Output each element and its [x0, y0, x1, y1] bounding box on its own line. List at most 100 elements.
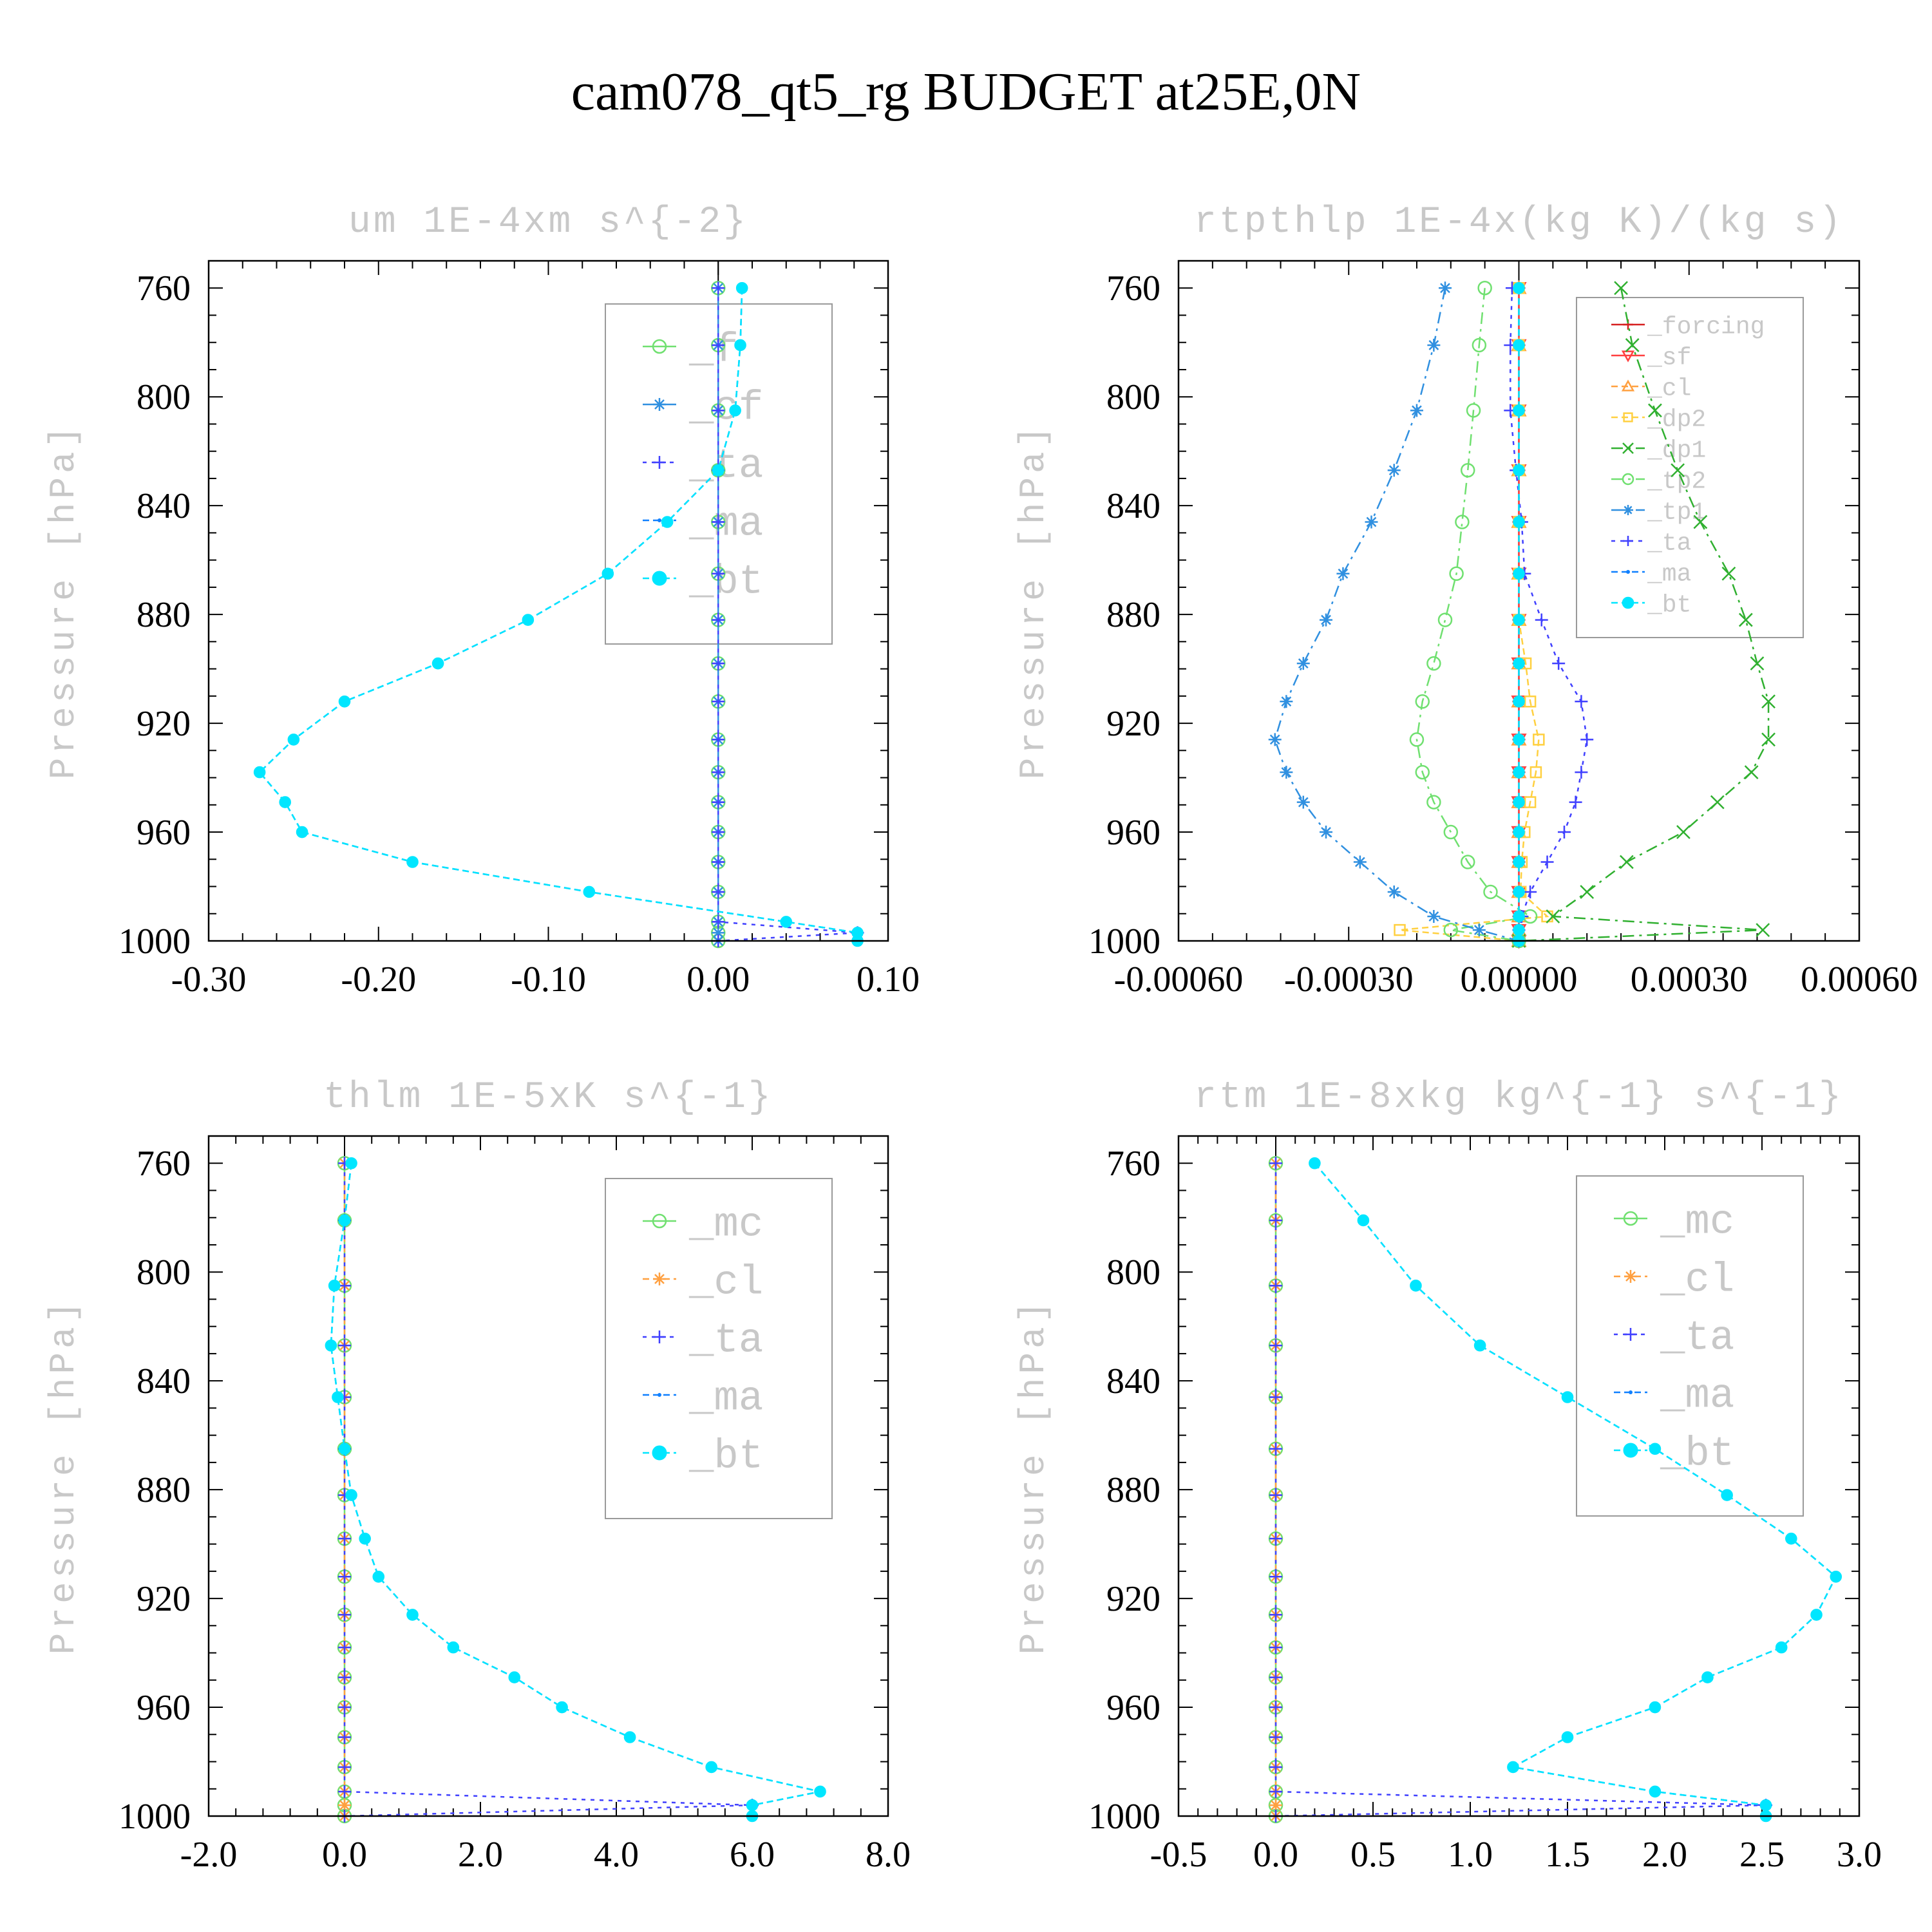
data-point	[338, 1730, 351, 1744]
series-bt	[1309, 1157, 1842, 1823]
legend-marker	[658, 1393, 661, 1397]
x-tick-label: -2.0	[180, 1835, 238, 1875]
data-point	[1561, 1731, 1574, 1743]
data-point	[1750, 656, 1765, 671]
series-ta	[712, 281, 864, 947]
data-point	[338, 1608, 351, 1622]
series-line	[1416, 288, 1533, 942]
legend-label: _cl	[688, 1260, 763, 1306]
data-point	[705, 1761, 717, 1774]
data-point	[1546, 909, 1560, 923]
data-point	[1483, 884, 1498, 900]
data-point	[338, 1760, 351, 1774]
panel-title: rtm 1E-8xkg kg^{-1} s^{-1}	[1194, 1077, 1844, 1119]
data-point	[1296, 795, 1310, 809]
data-point	[1269, 1641, 1282, 1654]
y-tick-label: 880	[1106, 1470, 1160, 1510]
x-tick-label: 0.0	[322, 1835, 367, 1875]
data-point	[661, 516, 674, 528]
data-point	[1427, 338, 1441, 352]
y-tick-label: 800	[137, 1253, 191, 1293]
data-point	[1830, 1570, 1842, 1583]
data-point	[1427, 909, 1441, 923]
data-point	[1269, 1488, 1282, 1502]
legend-label: _cl	[1660, 1257, 1734, 1303]
data-point	[1759, 1799, 1772, 1812]
data-point	[1671, 463, 1685, 478]
data-point	[1320, 613, 1333, 627]
data-point	[814, 1785, 826, 1798]
data-point	[1693, 515, 1708, 529]
data-point	[712, 915, 725, 929]
data-point	[1513, 923, 1525, 936]
y-tick-label: 840	[137, 486, 191, 526]
data-point	[780, 916, 793, 928]
data-point	[1513, 614, 1525, 626]
legend-marker	[1624, 1328, 1637, 1341]
data-point	[1426, 795, 1441, 810]
data-point	[338, 1214, 351, 1227]
data-point	[1513, 464, 1525, 477]
data-point	[1580, 733, 1594, 746]
series-bt	[325, 1157, 826, 1823]
data-point	[1701, 1671, 1714, 1683]
legend-marker	[1623, 505, 1633, 515]
legend: _mc _cl _ta _ma _bt	[1576, 1175, 1804, 1517]
y-tick-label: 920	[137, 704, 191, 744]
x-tick-label: -0.30	[171, 960, 247, 999]
y-tick-label: 960	[1106, 813, 1160, 853]
legend-label: _ma	[1647, 560, 1691, 588]
legend-label: _forcing	[1647, 313, 1765, 341]
legend-marker	[1622, 473, 1634, 486]
data-point	[338, 695, 351, 708]
data-point	[1524, 796, 1537, 808]
y-axis-label: Pressure [hPa]	[43, 422, 84, 779]
legend-marker	[1623, 1443, 1638, 1458]
plot-frame	[207, 1135, 889, 1817]
x-tick-label: 1.5	[1545, 1835, 1590, 1875]
legend-marker	[1623, 536, 1633, 546]
data-point	[1524, 885, 1537, 898]
series-bt	[1513, 281, 1525, 947]
y-axis-label: Pressure [hPa]	[1013, 1298, 1054, 1654]
data-point	[1569, 795, 1582, 809]
data-point	[508, 1671, 521, 1683]
series-bt	[253, 281, 864, 947]
data-point	[1619, 855, 1634, 869]
series-ta	[1269, 1157, 1773, 1823]
data-point	[1466, 403, 1481, 418]
data-point	[431, 657, 444, 670]
data-point	[712, 404, 725, 417]
data-point	[712, 515, 725, 529]
data-point	[1268, 733, 1282, 746]
series-line	[1274, 1163, 1766, 1817]
data-point	[1513, 339, 1525, 352]
data-point	[1513, 404, 1525, 417]
data-point	[556, 1701, 568, 1714]
data-point	[1649, 1785, 1662, 1798]
series-line	[1274, 287, 1519, 942]
legend-label: _ma	[1660, 1373, 1734, 1419]
data-point	[1535, 613, 1548, 627]
data-point	[1387, 885, 1401, 898]
data-point	[712, 695, 725, 708]
legend-label: _bt	[688, 1434, 763, 1480]
data-point	[1513, 826, 1525, 838]
legend-label: _bt	[1660, 1431, 1734, 1477]
x-tick-label: 0.0	[1253, 1835, 1298, 1875]
series-line	[330, 1163, 820, 1816]
data-point	[338, 1443, 351, 1455]
data-point	[712, 338, 725, 352]
data-point	[1415, 694, 1430, 709]
data-point	[1507, 1761, 1519, 1774]
data-point	[338, 1339, 351, 1352]
legend-marker	[1623, 412, 1633, 422]
data-point	[406, 856, 419, 868]
data-point	[1269, 1671, 1282, 1684]
panel-1: um 1E-4xm s^{-2} Pressure [hPa] 760 800 840 8…	[43, 202, 920, 999]
y-tick-label: 1000	[118, 922, 191, 961]
data-point	[1336, 567, 1350, 580]
x-tick-label: 2.0	[1642, 1835, 1687, 1875]
legend-marker	[652, 1445, 667, 1461]
legend-label: _cf	[688, 385, 763, 431]
